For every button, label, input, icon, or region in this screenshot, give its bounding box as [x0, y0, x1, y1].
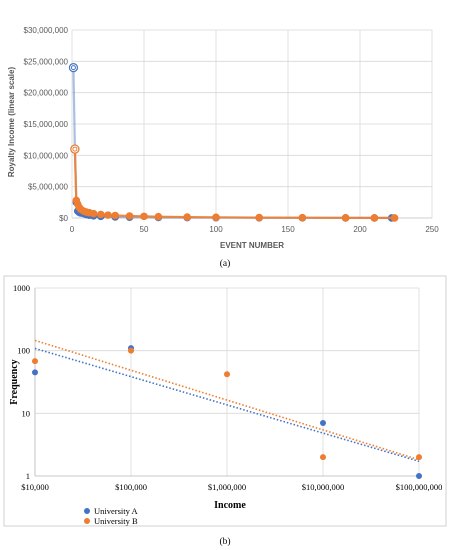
chart-a-series-line [72, 67, 392, 220]
chart-a-series-2 [70, 144, 399, 222]
chart-b-y-axis-title: Frequency [9, 359, 20, 404]
chart-b-y-tick-label: 10 [22, 408, 31, 418]
chart-a-x-tick-label: 100 [209, 225, 223, 234]
chart-b-point [224, 371, 230, 378]
chart-a-y-tick-label: $20,000,000 [24, 89, 69, 98]
chart-a-x-tick-label: 150 [281, 225, 295, 234]
chart-a-x-tick-label: 0 [70, 225, 75, 234]
chart-a-y-tick-label: $30,000,000 [24, 26, 69, 35]
chart-b-series-2 [32, 347, 422, 461]
chart-b-y-tick-label: 100 [17, 346, 30, 356]
chart-b-trendlines [34, 339, 420, 463]
chart-a-y-tick-labels: $0 $5,000,000 $10,000,000 $15,000,000 $20,00… [24, 26, 69, 223]
chart-b-gridlines [34, 287, 420, 477]
chart-b-point [320, 454, 326, 461]
chart-b-legend-marker [84, 518, 90, 524]
chart-b-panel-label: (b) [219, 536, 230, 547]
chart-a-series [68, 62, 399, 222]
chart-a-point [104, 211, 112, 219]
chart-a-y-tick-label: $25,000,000 [24, 57, 69, 66]
chart-a-y-axis-title: Royalty Income (linear scale) [7, 67, 16, 178]
chart-b-frame [3, 275, 447, 527]
chart-a-point [97, 210, 105, 219]
chart-b-x-tick-labels: $10,000 $100,000 $1,000,000 $10,000,000 $100… [21, 482, 442, 492]
chart-a-y-tick-label: $10,000,000 [24, 151, 69, 160]
chart-a-series-1 [68, 62, 396, 222]
chart-a-x-tick-label: 50 [140, 225, 149, 234]
chart-a-point [212, 213, 220, 222]
chart-a-point [125, 212, 134, 220]
chart-a-point [183, 213, 192, 221]
chart-a-y-tick-label: $5,000,000 [28, 183, 69, 192]
chart-b-point [416, 454, 422, 461]
chart-a-x-tick-label: 200 [353, 225, 367, 234]
chart-b-trendline-2 [34, 339, 420, 461]
chart-a-point [89, 209, 98, 218]
chart-b-series [32, 345, 422, 479]
chart-a-series-line [73, 149, 395, 219]
chart-a-y-tick-label: $0 [59, 214, 68, 223]
chart-a-gridlines [71, 29, 433, 219]
chart-a-point [370, 214, 379, 222]
chart-b-x-tick-label: $10,000,000 [302, 482, 345, 492]
chart-a-point [70, 144, 80, 154]
chart-b-x-tick-label: $1,000,000 [208, 482, 246, 492]
chart-a-point-ring [72, 146, 78, 152]
chart-b-point [416, 473, 422, 479]
chart-a-point [298, 213, 307, 222]
chart-a-point [154, 212, 163, 221]
chart-a-point [140, 212, 148, 221]
chart-b-x-tick-label: $100,000,000 [396, 482, 443, 492]
chart-b-legend-label: University A [94, 506, 139, 516]
chart-b-x-tick-label: $100,000 [115, 482, 147, 492]
chart-b-point [320, 420, 326, 427]
chart-b-point [32, 358, 38, 365]
chart-b-y-tick-label: 1 [26, 471, 30, 481]
chart-b-y-tick-labels: 1 10 100 1000 [13, 283, 30, 481]
chart-b-point [32, 369, 38, 376]
chart-a-point [390, 214, 399, 222]
chart-a: $0 $5,000,000 $10,000,000 $15,000,000 $20,00… [0, 0, 450, 269]
chart-b-legend-label: University B [94, 516, 138, 526]
chart-a-point [255, 213, 264, 222]
chart-a-point [111, 211, 120, 220]
chart-b-point [128, 347, 134, 354]
chart-a-x-axis-title: EVENT NUMBER [220, 241, 284, 250]
chart-a-x-tick-labels: 0 50 100 150 200 250 [70, 225, 439, 234]
chart-b-trendline-1 [34, 347, 420, 463]
chart-b-x-axis-title: Income [214, 500, 246, 511]
chart-a-point [68, 62, 79, 73]
chart-a-panel-label: (a) [220, 258, 231, 269]
chart-a-point [341, 214, 350, 222]
chart-a-y-tick-label: $15,000,000 [24, 120, 69, 129]
chart-b-x-tick-label: $10,000 [21, 482, 49, 492]
chart-a-x-tick-label: 250 [425, 225, 439, 234]
chart-b-legend-marker [84, 508, 90, 514]
chart-b-y-tick-label: 1000 [13, 283, 30, 293]
chart-a-point-ring [70, 65, 76, 71]
